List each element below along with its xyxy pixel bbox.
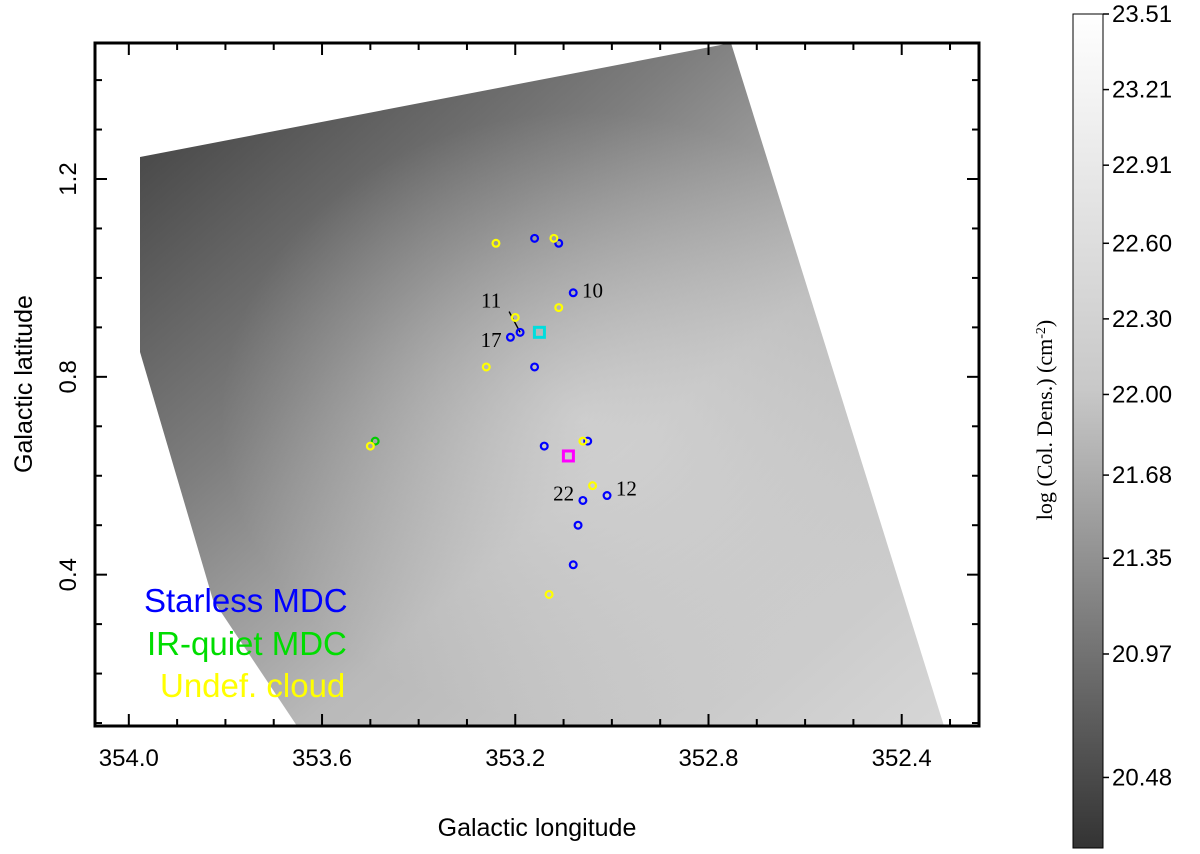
colorbar-title-end: ) — [1032, 320, 1057, 327]
colorbar-tick-label: 21.68 — [1112, 462, 1172, 489]
legend: Starless MDC IR-quiet MDC Undef. cloud — [144, 582, 348, 704]
undef-cloud-marker — [554, 303, 564, 313]
y-tick-label: 1.2 — [55, 162, 82, 195]
x-tick-labels: 354.0 353.6 353.2 352.8 352.4 — [99, 745, 932, 772]
plot-frame — [93, 41, 981, 728]
colorbar-title: log (Col. Dens.) (cm-2) — [1032, 320, 1057, 520]
x-tick-label: 353.6 — [292, 745, 352, 772]
colorbar-tick-label: 23.21 — [1112, 77, 1172, 104]
colorbar-tick-label: 20.97 — [1112, 641, 1172, 668]
y-tick-labels: 0.4 0.8 1.2 — [55, 162, 82, 591]
annotation-label: 22 — [553, 481, 574, 505]
undef-cloud-marker — [365, 441, 375, 451]
x-tick-label: 352.4 — [872, 745, 932, 772]
square-marker — [532, 325, 546, 339]
starless-mdc-marker — [530, 362, 540, 372]
legend-ir-quiet: IR-quiet MDC — [147, 625, 347, 662]
colorbar-tick-label: 23.51 — [1112, 1, 1172, 28]
undef-cloud-marker — [544, 589, 554, 599]
starless-mdc-marker — [568, 288, 578, 298]
colorbar-title-sup: -2 — [1034, 327, 1049, 339]
starless-mdc-marker — [583, 436, 593, 446]
undef-cloud-marker — [510, 312, 520, 322]
starless-mdc-marker — [568, 560, 578, 570]
legend-starless: Starless MDC — [144, 582, 348, 619]
annotation-label: 10 — [582, 279, 603, 303]
starless-mdc-marker — [505, 332, 515, 342]
undef-cloud-marker — [578, 436, 588, 446]
y-tick-label: 0.8 — [55, 360, 82, 393]
ir-quiet-mdc-marker — [370, 436, 380, 446]
starless-mdc-marker — [539, 441, 549, 451]
annotations: 10 11 17 12 22 — [481, 279, 637, 506]
legend-undef: Undef. cloud — [160, 667, 345, 704]
colorbar-tick-label: 21.35 — [1112, 545, 1172, 572]
starless-mdc-marker — [602, 491, 612, 501]
undef-cloud-marker — [549, 233, 559, 243]
x-tick-label: 353.2 — [485, 745, 545, 772]
x-axis-title: Galactic longitude — [438, 814, 637, 842]
colorbar — [1072, 13, 1104, 849]
starless-mdc-marker — [554, 238, 564, 248]
annotation-label: 12 — [616, 477, 637, 501]
square-marker — [561, 449, 575, 463]
colorbar-tick-label: 22.00 — [1112, 381, 1172, 408]
colorbar-ticks: 23.51 23.21 22.91 22.60 22.30 22.00 21.68 21.35… — [1103, 1, 1172, 791]
starless-mdc-marker — [573, 520, 583, 530]
colorbar-tick-label: 22.30 — [1112, 306, 1172, 333]
y-axis-title: Galactic latitude — [10, 295, 38, 473]
undef-cloud-marker — [588, 481, 598, 491]
undef-cloud-marker — [481, 362, 491, 372]
starless-mdc-marker — [515, 327, 525, 337]
annotation-label: 11 — [481, 289, 501, 313]
x-tick-label: 354.0 — [99, 745, 159, 772]
annotation-label: 17 — [481, 328, 502, 352]
colorbar-tick-label: 20.48 — [1112, 764, 1172, 791]
undef-cloud-marker — [491, 238, 501, 248]
starless-mdc-marker — [578, 495, 588, 505]
column-density-map — [140, 43, 944, 726]
starless-mdc-marker — [530, 233, 540, 243]
colorbar-title-main: log (Col. Dens.) (cm — [1032, 339, 1057, 520]
colorbar-tick-label: 22.60 — [1112, 230, 1172, 257]
x-tick-label: 352.8 — [678, 745, 738, 772]
y-tick-label: 0.4 — [55, 558, 82, 591]
colorbar-tick-label: 22.91 — [1112, 152, 1172, 179]
data-markers — [365, 233, 612, 599]
map-bright-glow — [140, 43, 944, 726]
axes-ticks — [95, 43, 979, 726]
